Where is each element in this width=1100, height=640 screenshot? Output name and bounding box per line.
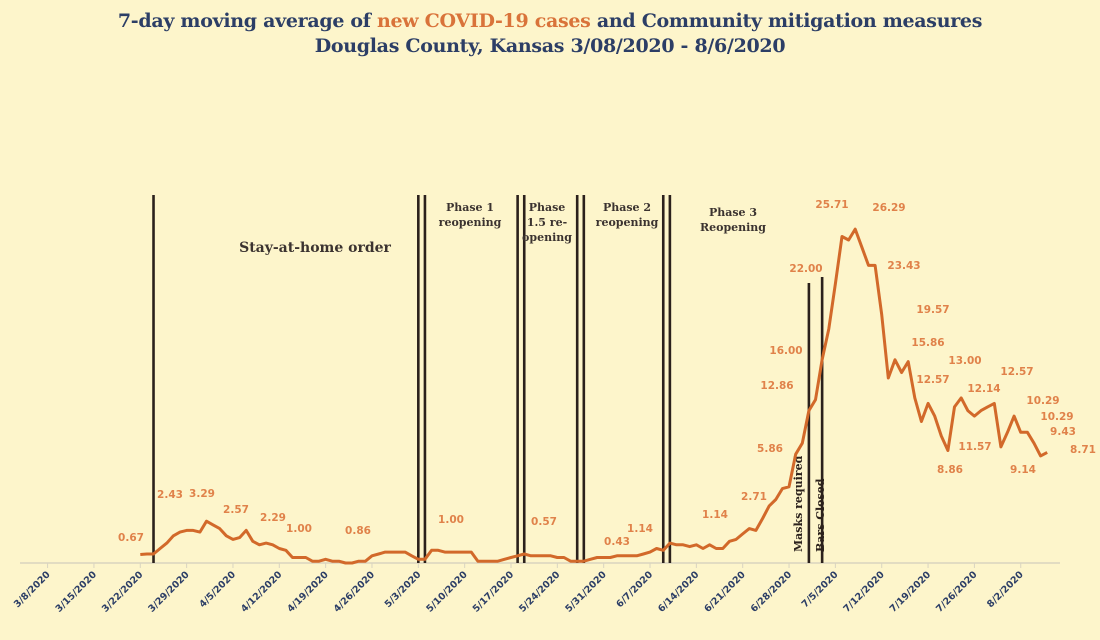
data-label: 2.57	[223, 504, 249, 516]
x-tick-label: 7/5/2020	[800, 569, 841, 610]
x-tick-label: 5/17/2020	[471, 569, 517, 615]
data-label: 12.86	[760, 380, 793, 392]
x-tick-label: 3/22/2020	[100, 569, 146, 615]
annotation-label: reopening	[439, 216, 502, 229]
x-tick-label: 6/21/2020	[702, 569, 748, 615]
chart-title-line1: 7-day moving average of new COVID-19 cas…	[0, 10, 1100, 32]
annotation-label: opening	[522, 231, 572, 244]
x-tick-label: 7/19/2020	[888, 569, 934, 615]
x-tick-label: 4/26/2020	[332, 569, 378, 615]
data-label: 8.86	[937, 464, 963, 476]
annotation-label: Phase 3	[709, 206, 757, 219]
x-tick-label: 5/3/2020	[383, 569, 424, 610]
data-label: 12.57	[916, 374, 949, 386]
x-tick-label: 7/12/2020	[841, 569, 887, 615]
mitigation-label: Bars Closed	[814, 478, 827, 552]
data-label: 1.00	[438, 514, 464, 526]
x-tick-label: 4/19/2020	[285, 569, 331, 615]
data-label: 0.57	[531, 516, 557, 528]
data-label: 2.71	[741, 491, 767, 503]
data-label: 2.29	[260, 512, 286, 524]
data-label: 11.57	[958, 441, 991, 453]
data-label: 8.71	[1070, 444, 1096, 456]
x-tick-label: 4/5/2020	[197, 569, 238, 610]
data-label: 1.14	[702, 509, 728, 521]
data-label: 22.00	[789, 263, 822, 275]
data-label: 9.43	[1050, 426, 1076, 438]
data-label: 9.14	[1010, 464, 1036, 476]
title-highlight: new COVID-19 cases	[377, 10, 591, 32]
title-text: 7-day moving average of	[117, 10, 377, 32]
x-tick-label: 3/15/2020	[54, 569, 100, 615]
data-label: 12.14	[967, 383, 1000, 395]
x-tick-label: 8/2/2020	[985, 569, 1026, 610]
x-tick-label: 6/7/2020	[614, 569, 655, 610]
mitigation-label: Masks required	[792, 455, 805, 552]
data-label: 1.14	[627, 523, 653, 535]
data-label: 25.71	[815, 199, 848, 211]
data-label: 2.43	[157, 489, 183, 501]
x-tick-label: 5/24/2020	[517, 569, 563, 615]
data-label: 1.00	[286, 523, 312, 535]
data-label: 0.67	[118, 532, 144, 544]
chart-title-line2: Douglas County, Kansas 3/08/2020 - 8/6/2…	[314, 35, 786, 57]
data-label: 15.86	[911, 337, 944, 349]
annotation-label: Phase	[529, 201, 566, 214]
annotation-label: Reopening	[700, 221, 766, 234]
data-label: 16.00	[769, 345, 802, 357]
title-text-end: and Community mitigation measures	[590, 10, 983, 32]
annotation-label: Stay-at-home order	[239, 240, 391, 256]
x-tick-label: 3/8/2020	[12, 569, 53, 610]
data-label: 23.43	[887, 260, 920, 272]
data-label: 0.43	[604, 536, 630, 548]
series-line	[140, 227, 1048, 565]
annotation-label: 1.5 re-	[527, 216, 567, 229]
data-label: 0.86	[345, 525, 371, 537]
x-tick-label: 5/31/2020	[563, 569, 609, 615]
x-tick-label: 6/14/2020	[656, 569, 702, 615]
data-label: 3.29	[189, 488, 215, 500]
data-label: 10.29	[1040, 411, 1073, 423]
annotation-label: Phase 2	[603, 201, 651, 214]
data-label: 10.29	[1026, 395, 1059, 407]
data-label: 5.86	[757, 443, 783, 455]
annotation-label: Phase 1	[446, 201, 494, 214]
data-label: 26.29	[872, 202, 905, 214]
x-tick-label: 3/29/2020	[146, 569, 192, 615]
x-tick-label: 6/28/2020	[749, 569, 795, 615]
x-tick-label: 7/26/2020	[934, 569, 980, 615]
x-tick-label: 5/10/2020	[424, 569, 470, 615]
data-label: 12.57	[1000, 366, 1033, 378]
x-tick-label: 4/12/2020	[239, 569, 285, 615]
data-label: 19.57	[916, 304, 949, 316]
data-label: 13.00	[948, 355, 981, 367]
annotation-label: reopening	[596, 216, 659, 229]
